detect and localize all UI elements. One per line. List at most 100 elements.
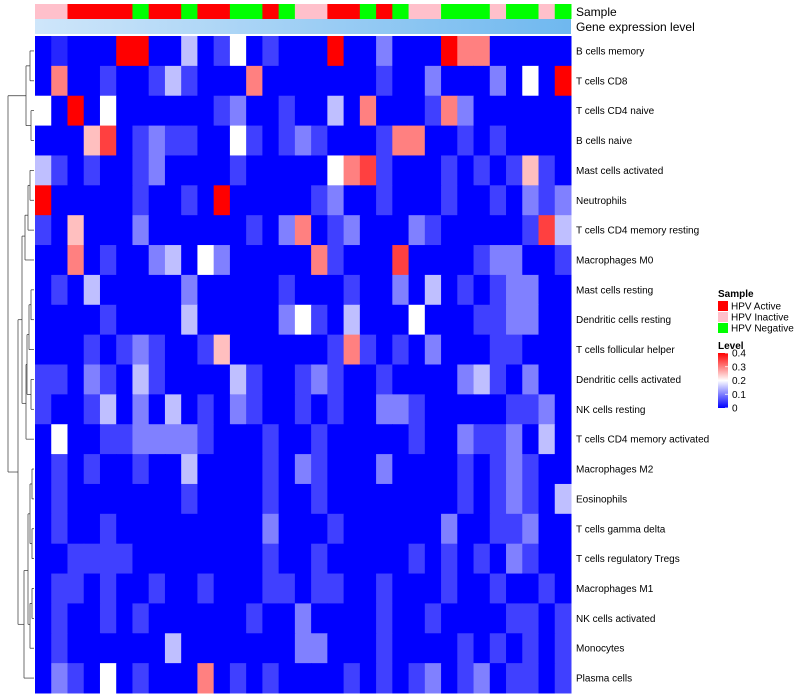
heatmap-cell	[489, 364, 507, 395]
heatmap-cell	[554, 513, 572, 545]
heatmap-cell	[213, 513, 231, 545]
heatmap-cell	[246, 633, 263, 664]
heatmap-cell	[327, 663, 345, 694]
heatmap-cell	[376, 394, 393, 425]
heatmap-cell	[35, 633, 52, 664]
row-label: T cells gamma delta	[576, 524, 666, 535]
row-label: Macrophages M2	[576, 465, 654, 476]
heatmap-cell	[408, 454, 426, 485]
heatmap-cell	[489, 483, 507, 515]
heatmap-cell	[229, 65, 247, 97]
heatmap-cell	[522, 245, 540, 276]
sample-annotation-cell	[489, 4, 507, 19]
heatmap-cell	[538, 304, 556, 336]
heatmap-cell	[164, 65, 182, 97]
heatmap-cell	[197, 304, 215, 336]
heatmap-cell	[229, 633, 247, 664]
heatmap-cell	[538, 334, 556, 365]
heatmap-cell	[148, 513, 166, 545]
heatmap-cell	[441, 274, 458, 306]
heatmap-cell	[343, 155, 361, 186]
heatmap-cell	[181, 424, 198, 455]
heatmap-cell	[408, 245, 426, 276]
level-legend-title: Level	[718, 341, 744, 352]
heatmap-cell	[35, 543, 52, 575]
heatmap-cell	[327, 245, 345, 276]
heatmap-cell	[67, 543, 85, 575]
heatmap-cell	[181, 36, 198, 67]
heatmap-cell	[311, 95, 328, 127]
heatmap-cell	[181, 543, 198, 575]
row-label: Eosinophils	[576, 494, 627, 505]
heatmap-cell	[441, 483, 458, 515]
heatmap-cell	[83, 573, 101, 604]
heatmap-cell	[116, 95, 133, 127]
heatmap-cell	[554, 633, 572, 664]
heatmap-cell	[262, 573, 280, 604]
heatmap-cell	[67, 245, 85, 276]
sample-annotation-cell	[99, 4, 117, 19]
heatmap-cell	[197, 334, 215, 365]
heatmap-cell	[278, 483, 296, 515]
heatmap-cell	[343, 394, 361, 425]
heatmap-cell	[343, 304, 361, 336]
heatmap-cell	[51, 304, 68, 336]
heatmap-cell	[213, 543, 231, 575]
heatmap-cell	[473, 513, 491, 545]
heatmap-cell	[441, 334, 458, 365]
heatmap-cell	[359, 603, 377, 634]
sample-annotation-cell	[343, 4, 361, 19]
heatmap-cell	[51, 573, 68, 604]
heatmap-cell	[359, 125, 377, 156]
heatmap-cell	[197, 65, 215, 97]
heatmap-cell	[473, 125, 491, 156]
heatmap-cell	[441, 304, 458, 336]
heatmap-cell	[83, 245, 101, 276]
heatmap-cell	[441, 424, 458, 455]
heatmap-cell	[35, 394, 52, 425]
heatmap-cell	[99, 125, 117, 156]
heatmap-cell	[343, 245, 361, 276]
heatmap-cell	[408, 334, 426, 365]
heatmap-cell	[506, 543, 523, 575]
heatmap-cell	[148, 245, 166, 276]
annotation-label-sample: Sample	[576, 5, 617, 19]
sample-annotation-cell	[132, 4, 150, 19]
heatmap-cell	[359, 364, 377, 395]
heatmap-cell	[278, 513, 296, 545]
heatmap-cell	[311, 334, 328, 365]
heatmap-cell	[246, 573, 263, 604]
heatmap-cell	[164, 185, 182, 216]
heatmap-cell	[278, 663, 296, 694]
heatmap-cell	[229, 454, 247, 485]
sample-annotation-cell	[554, 4, 572, 19]
heatmap-cell	[538, 125, 556, 156]
heatmap-cell	[83, 65, 101, 97]
heatmap-cell	[229, 334, 247, 365]
heatmap-cell	[132, 95, 150, 127]
heatmap-cell	[408, 125, 426, 156]
heatmap-cell	[538, 155, 556, 186]
heatmap-cell	[392, 483, 410, 515]
heatmap-cell	[181, 65, 198, 97]
heatmap-cell	[181, 394, 198, 425]
heatmap-cell	[116, 633, 133, 664]
heatmap-cell	[376, 513, 393, 545]
heatmap-cell	[83, 364, 101, 395]
heatmap-cell	[116, 36, 133, 67]
heatmap-cell	[311, 65, 328, 97]
heatmap-cell	[278, 304, 296, 336]
heatmap-cell	[116, 65, 133, 97]
heatmap-cell	[457, 663, 475, 694]
sample-annotation-cell	[457, 4, 475, 19]
row-label: Plasma cells	[576, 674, 632, 685]
heatmap-cell	[99, 185, 117, 216]
sample-annotation-cell	[148, 4, 166, 19]
heatmap-cell	[67, 513, 85, 545]
heatmap-cell	[343, 483, 361, 515]
heatmap-cell	[489, 125, 507, 156]
heatmap-cell	[424, 65, 442, 97]
heatmap-cell	[197, 633, 215, 664]
heatmap-cell	[538, 483, 556, 515]
heatmap-cell	[278, 185, 296, 216]
